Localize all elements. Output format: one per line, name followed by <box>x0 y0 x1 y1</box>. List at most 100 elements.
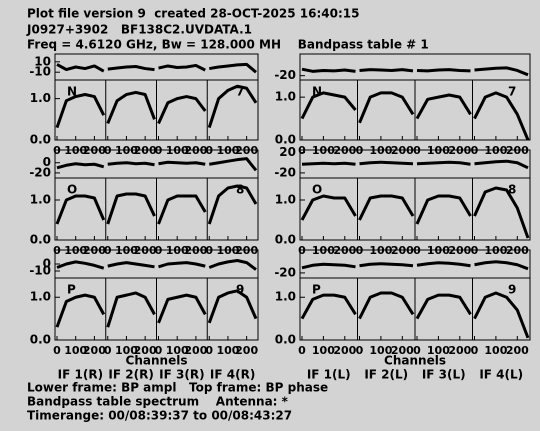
annotation: 9 <box>508 283 516 297</box>
legend-label: IF 4(R) <box>210 368 255 382</box>
legend-label: IF 2(L) <box>364 368 408 382</box>
phase-curve <box>107 261 155 269</box>
amp-curve <box>55 92 106 129</box>
y-tick-label: 1.0 <box>275 90 296 104</box>
phase-curve <box>301 67 356 73</box>
phase-curve <box>107 64 155 72</box>
phase-curve <box>474 260 529 271</box>
annotation: N <box>67 85 77 99</box>
amp-curve <box>415 194 472 225</box>
phase-curve <box>416 261 471 268</box>
phase-curve <box>416 68 471 73</box>
y-tick-label: 0.0 <box>275 133 296 147</box>
phase-curve <box>56 63 105 73</box>
phase-curve <box>56 260 105 270</box>
annotation: 8 <box>508 183 516 197</box>
legend-label: IF 3(R) <box>159 368 204 382</box>
amp-curve <box>207 289 258 324</box>
x-tick-label: 100 <box>427 344 450 357</box>
amp-curve <box>473 91 530 141</box>
amp-curve <box>473 186 530 239</box>
amp-curve <box>300 293 357 320</box>
phase-curve <box>158 261 206 269</box>
phase-tick-label: -20 <box>29 165 51 179</box>
x-tick-label: 200 <box>333 344 356 357</box>
phase-curve <box>208 259 257 271</box>
y-tick-label: 0.0 <box>30 333 51 347</box>
phase-tick-label: 10 <box>34 54 51 68</box>
phase-curve <box>209 157 258 172</box>
phase-curve <box>158 63 206 72</box>
annotation: 8 <box>236 183 244 197</box>
annotation: O <box>312 183 322 197</box>
amp-curve <box>157 194 207 225</box>
x-tick-label: 200 <box>235 344 258 357</box>
x-tick-label: 100 <box>166 344 189 357</box>
x-tick-label: 200 <box>83 344 106 357</box>
x-tick-label: 0 <box>356 344 364 357</box>
x-tick-label: 0 <box>155 344 163 357</box>
footer-line: Bandpass table spectrum Antenna: * <box>27 395 289 409</box>
amp-curve <box>157 293 207 324</box>
amp-curve <box>157 95 207 125</box>
annotation: 7 <box>508 85 516 99</box>
y-tick-label: 0.0 <box>275 333 296 347</box>
amp-curve <box>106 192 156 225</box>
x-tick-label: 100 <box>312 344 335 357</box>
phase-curve <box>416 160 471 166</box>
x-tick-label: 200 <box>448 344 471 357</box>
y-tick-label: 0.0 <box>30 233 51 247</box>
x-tick-label: 100 <box>216 344 239 357</box>
x-tick-label: 100 <box>64 344 87 357</box>
amp-curve <box>55 194 106 225</box>
y-tick-label: 0.0 <box>30 133 51 147</box>
legend-label: IF 3(L) <box>422 368 466 382</box>
amp-curve <box>358 291 415 320</box>
amp-curve <box>300 194 357 221</box>
x-tick-label: 100 <box>369 344 392 357</box>
y-tick-label: 0.0 <box>275 233 296 247</box>
x-tick-label: 0 <box>471 344 479 357</box>
annotation: P <box>312 283 321 297</box>
amp-curve <box>207 184 258 225</box>
x-tick-label: 100 <box>484 344 507 357</box>
y-tick-label: 1.0 <box>275 290 296 304</box>
x-axis-label: Channels <box>126 354 188 368</box>
annotation: 7 <box>236 85 244 99</box>
amp-curve <box>358 194 415 221</box>
phase-curve <box>209 62 257 74</box>
amp-curve <box>106 90 156 125</box>
phase-tick-label: 20 <box>279 145 296 159</box>
phase-curve <box>301 161 356 166</box>
phase-tick-label: -10 <box>29 264 51 278</box>
legend-label: IF 1(L) <box>307 368 351 382</box>
legend-label: IF 4(L) <box>479 368 523 382</box>
amp-curve <box>106 291 156 328</box>
header-line: Plot file version 9 created 28-OCT-2025 … <box>27 7 359 21</box>
phase-tick-label: 0 <box>43 257 51 271</box>
phase-curve <box>158 160 206 166</box>
phase-tick-label: -20 <box>274 165 296 179</box>
amp-curve <box>415 93 472 120</box>
amp-curve <box>358 91 415 124</box>
legend-label: IF 2(R) <box>108 368 153 382</box>
phase-curve <box>474 66 529 77</box>
amp-curve <box>55 293 106 328</box>
x-tick-label: 0 <box>205 344 213 357</box>
annotation: N <box>312 85 322 99</box>
x-tick-label: 0 <box>53 344 61 357</box>
annotation: 9 <box>236 283 244 297</box>
phase-tick-label: -20 <box>274 265 296 279</box>
x-tick-label: 200 <box>506 344 529 357</box>
phase-tick-label: -20 <box>274 68 296 82</box>
phase-curve <box>359 68 414 73</box>
amp-curve <box>473 291 530 339</box>
phase-tick-label: -10 <box>29 65 51 79</box>
amp-curve <box>415 293 472 320</box>
phase-tick-label: 0 <box>43 155 51 169</box>
phase-curve <box>474 159 529 170</box>
phase-curve <box>107 161 155 167</box>
y-tick-label: 1.0 <box>275 193 296 207</box>
phase-curve <box>56 162 105 170</box>
